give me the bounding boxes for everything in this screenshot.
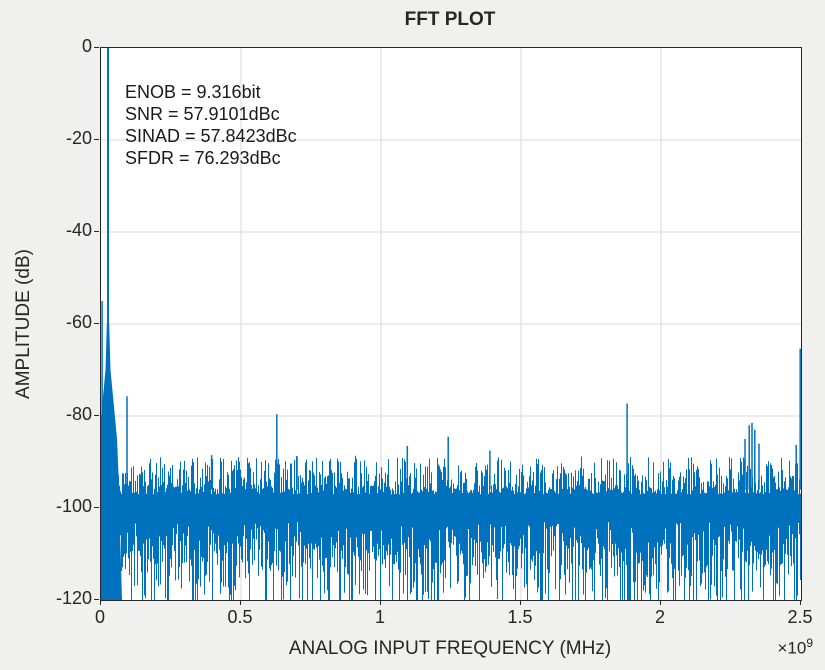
- x-axis-label: ANALOG INPUT FREQUENCY (MHz): [288, 638, 612, 659]
- chart-title: FFT PLOT: [404, 9, 496, 30]
- x-tick-mark: [379, 600, 381, 605]
- spur-lines: [101, 301, 801, 490]
- snr-value: SNR = 57.9101dBc: [125, 104, 280, 124]
- noise-floor: [101, 455, 801, 600]
- y-tick-mark: [94, 230, 99, 232]
- plot-area: [100, 47, 802, 601]
- x-tick-label: 1.5: [507, 607, 533, 627]
- y-tick-label: 0: [81, 36, 92, 56]
- y-tick-mark: [94, 138, 99, 140]
- x-tick-mark: [239, 600, 241, 605]
- y-tick-label: -120: [55, 588, 92, 608]
- x-tick-label: 0: [94, 607, 105, 627]
- y-tick-mark: [94, 598, 99, 600]
- x-tick-mark: [799, 600, 801, 605]
- fundamental-skirt: [101, 324, 122, 600]
- y-tick-mark: [94, 506, 99, 508]
- enob-value: ENOB = 9.316bit: [125, 82, 261, 102]
- x-multiplier-base: ×10: [777, 638, 807, 658]
- y-tick-mark: [94, 414, 99, 416]
- y-tick-label: -20: [65, 128, 92, 148]
- x-tick-label: 0.5: [227, 607, 253, 627]
- y-tick-label: -60: [65, 312, 92, 332]
- sfdr-value: SFDR = 76.293dBc: [125, 148, 281, 168]
- x-tick-mark: [519, 600, 521, 605]
- y-tick-mark: [94, 322, 99, 324]
- y-tick-label: -100: [55, 496, 92, 516]
- y-tick-label: -80: [65, 404, 92, 424]
- sinad-value: SINAD = 57.8423dBc: [125, 126, 297, 146]
- x-multiplier-exponent: 9: [806, 636, 813, 650]
- y-tick-label: -40: [65, 220, 92, 240]
- stats-annotation: ENOB = 9.316bit SNR = 57.9101dBc SINAD =…: [125, 81, 297, 169]
- fft-spectrum-svg: [101, 48, 801, 600]
- x-tick-label: 1: [374, 607, 385, 627]
- x-tick-mark: [99, 600, 101, 605]
- y-tick-mark: [94, 46, 99, 48]
- x-axis-multiplier: ×109: [755, 636, 813, 659]
- x-tick-label: 2.5: [787, 607, 813, 627]
- x-tick-mark: [659, 600, 661, 605]
- x-tick-label: 2: [654, 607, 665, 627]
